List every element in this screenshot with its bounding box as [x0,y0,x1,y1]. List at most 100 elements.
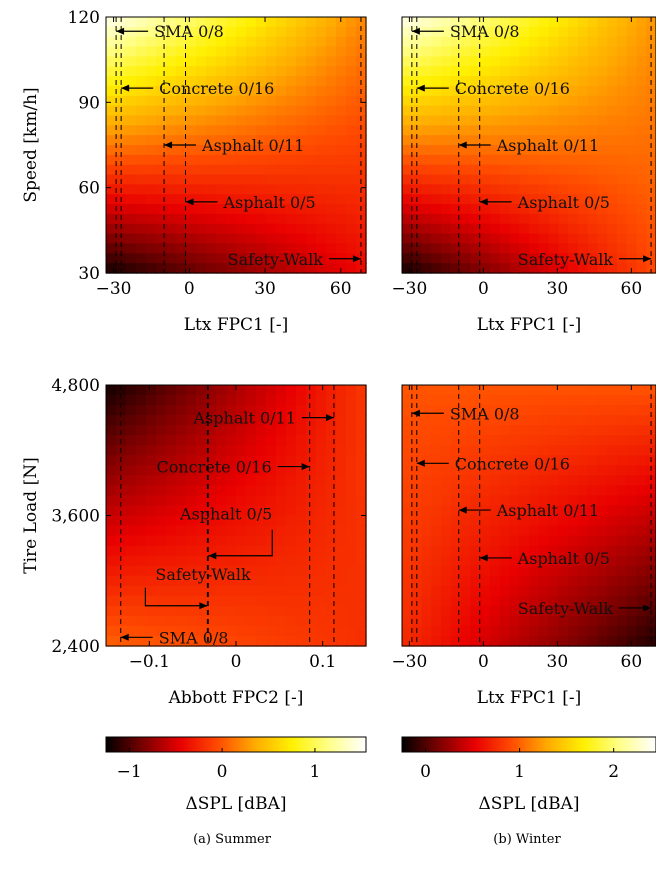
heatmap-cell [236,95,247,107]
heatmap-cell [216,253,227,264]
heatmap-cell [166,233,177,245]
heatmap-cell [276,46,287,58]
heatmap-cell [316,125,327,136]
heatmap-cell [116,465,127,477]
heatmap-cell [156,565,167,577]
heatmap-cell [509,475,520,487]
heatmap-cell [266,243,277,255]
heatmap-cell [126,125,137,136]
heatmap-cell [146,515,157,527]
heatmap-cell [538,635,550,647]
heatmap-cell [636,565,647,577]
heatmap-cell [146,405,157,416]
heatmap-cell [597,625,608,637]
heatmap-cell [470,213,481,225]
heatmap-cell [616,605,628,617]
heatmap-cell [607,585,618,597]
heatmap-cell [256,66,267,77]
heatmap-cell [266,415,277,426]
heatmap-cell [441,46,452,58]
heatmap-cell [577,385,589,396]
heatmap-cell [568,95,579,107]
heatmap-cell [470,515,481,527]
heatmap-cell [326,465,337,477]
heatmap-cell [166,135,177,146]
heatmap-cell [286,455,297,467]
heatmap-cell [186,204,197,215]
heatmap-cell [316,105,327,117]
heatmap-cell [460,135,472,146]
heatmap-cell [296,605,307,617]
heatmap-cell [146,243,157,255]
y-tick-label: 90 [78,93,100,113]
heatmap-cell [106,95,117,107]
heatmap-cell [256,154,267,166]
heatmap-cell [126,85,137,97]
heatmap-cell [166,465,177,477]
heatmap-cell [276,505,287,517]
heatmap-cell [266,263,277,274]
heatmap-cell [336,385,347,396]
heatmap-cell [166,545,177,557]
heatmap-cell [116,233,127,245]
heatmap-cell [346,595,357,607]
heatmap-cell [568,605,579,617]
heatmap-cell [186,223,197,235]
heatmap-cell [146,46,157,58]
heatmap-cell [226,445,237,456]
heatmap-cell [558,95,569,107]
heatmap-cell [346,425,357,436]
heatmap-cell [519,115,530,127]
heatmap-cell [470,36,481,48]
heatmap-cell [431,385,442,396]
surface-label: Concrete 0/16 [455,454,570,473]
heatmap-cell [636,595,647,607]
surface-label: SMA 0/8 [450,404,520,423]
heatmap-cell [431,145,442,156]
heatmap-cell [489,194,501,205]
heatmap-cell [577,625,589,637]
heatmap-cell [626,36,638,48]
heatmap-cell [421,115,433,127]
heatmap-cell [626,485,638,497]
heatmap-cell [607,105,618,117]
heatmap-cell [421,253,433,264]
heatmap-cell [206,253,217,264]
heatmap-cell [548,535,560,547]
heatmap-cell [431,515,442,527]
heatmap-cell [616,105,628,117]
heatmap-cell [286,66,297,77]
heatmap-cell [226,605,237,617]
heatmap-cell [126,174,137,186]
heatmap-cell [470,465,481,477]
heatmap-cell [256,585,267,597]
heatmap-cell [116,635,127,647]
heatmap-cell [356,615,367,627]
heatmap-cell [636,66,647,77]
heatmap-cell [421,635,433,647]
heatmap-cell [226,555,237,567]
heatmap-cell [587,56,599,67]
heatmap-cell [116,485,127,497]
heatmap-cell [346,575,357,587]
heatmap-cell [316,525,327,537]
heatmap-cell [116,154,127,166]
heatmap-cell [356,585,367,597]
heatmap-cell [529,445,540,456]
heatmap-cell [186,415,197,426]
heatmap-cell [450,17,462,28]
heatmap-cell [548,405,560,416]
heatmap-cell [206,125,217,136]
heatmap-cell [421,194,433,205]
heatmap-cell [246,595,257,607]
heatmap-cell [431,223,442,235]
heatmap-cell [276,535,287,547]
plot-frame [105,16,367,274]
heatmap-cell [577,535,589,547]
heatmap-cell [276,223,287,235]
heatmap-cell [616,66,628,77]
heatmap-cell [616,164,628,176]
heatmap-cell [538,66,550,77]
heatmap-cell [216,26,227,38]
heatmap-cell [126,154,137,166]
